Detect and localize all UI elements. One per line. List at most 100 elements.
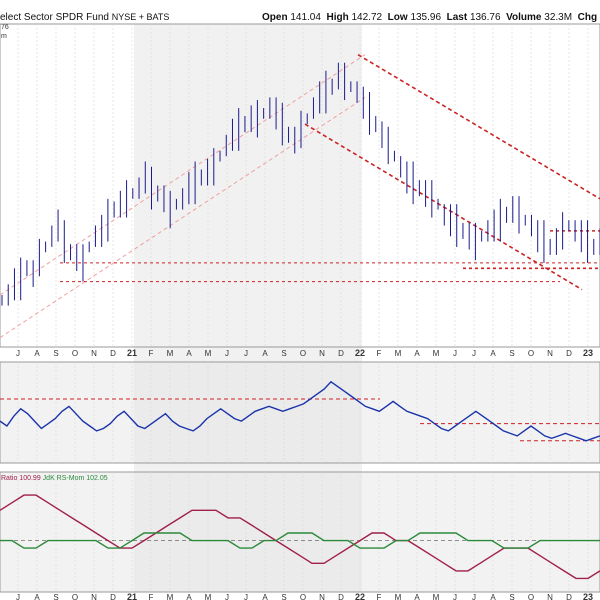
low-value: 135.96: [410, 12, 442, 23]
x-tick-label-bottom-18: 22: [355, 592, 365, 600]
quote-stats: Open 141.04 High 142.72 Low 135.96 Last …: [262, 12, 597, 23]
rs-legend: Ratio 100.99 JdK RS-Mom 102.05: [1, 475, 108, 482]
exchange-label: NYSE + BATS: [111, 12, 170, 22]
x-tick-label-29: D: [566, 349, 572, 358]
x-tick-label-bottom-11: J: [225, 593, 229, 600]
x-tick-label-24: J: [472, 349, 476, 358]
last-value: 136.76: [469, 12, 501, 23]
x-tick-label-bottom-10: M: [205, 593, 212, 600]
x-tick-label-6: 21: [127, 348, 137, 358]
x-tick-label-2: S: [53, 349, 58, 358]
x-tick-label-1: A: [34, 349, 40, 358]
mom-series-1: [0, 532, 600, 549]
x-tick-label-bottom-5: D: [110, 593, 116, 600]
header-row2: 76: [1, 24, 9, 31]
x-tick-label-bottom-23: J: [453, 593, 457, 600]
x-tick-label-22: M: [433, 349, 440, 358]
x-tick-label-11: J: [225, 349, 229, 358]
volume-label: Volume: [506, 12, 542, 23]
x-tick-label-bottom-15: O: [300, 593, 306, 600]
x-tick-label-3: O: [72, 349, 78, 358]
price-panel: [0, 53, 600, 339]
rs-line: [0, 380, 600, 442]
up-channel-upper: [0, 54, 366, 296]
down-channel-lower: [304, 123, 583, 291]
x-tick-label-bottom-22: M: [433, 593, 440, 600]
chart-grid: [17, 24, 589, 592]
rs-panel-border: [0, 361, 600, 464]
year-band-2021: [134, 24, 362, 592]
x-tick-label-bottom-21: A: [414, 593, 420, 600]
x-tick-label-13: A: [262, 349, 268, 358]
price-panel-border: [0, 23, 600, 348]
x-tick-label-bottom-0: J: [16, 593, 20, 600]
x-tick-label-bottom-12: J: [244, 593, 248, 600]
x-tick-label-27: O: [528, 349, 534, 358]
down-channel-upper: [357, 53, 600, 200]
x-tick-label-17: D: [338, 349, 344, 358]
x-tick-label-bottom-30: 23: [583, 592, 593, 600]
x-tick-label-28: N: [547, 349, 553, 358]
x-tick-label-bottom-13: A: [262, 593, 268, 600]
open-value: 141.04: [290, 12, 321, 23]
x-tick-label-19: F: [377, 349, 382, 358]
mom-series-0: [0, 494, 600, 580]
header-row3: m: [1, 33, 7, 40]
x-tick-label-8: M: [167, 349, 174, 358]
x-tick-label-23: J: [453, 349, 457, 358]
last-label: Last: [446, 12, 468, 23]
mom-value: 102.05: [86, 475, 108, 482]
x-tick-label-bottom-6: 21: [127, 592, 137, 600]
x-tick-label-14: S: [281, 349, 286, 358]
mom-label: JdK RS-Mom: [42, 475, 85, 482]
x-tick-label-9: A: [186, 349, 192, 358]
fund-name: elect Sector SPDR Fund: [0, 12, 109, 23]
x-tick-label-10: M: [205, 349, 212, 358]
x-tick-label-bottom-3: O: [72, 593, 78, 600]
x-tick-label-16: N: [319, 349, 325, 358]
x-tick-label-bottom-25: A: [490, 593, 496, 600]
x-tick-label-bottom-24: J: [472, 593, 476, 600]
x-tick-label-21: A: [414, 349, 420, 358]
x-tick-label-20: M: [395, 349, 402, 358]
x-tick-label-26: S: [509, 349, 514, 358]
x-tick-label-bottom-20: M: [395, 593, 402, 600]
x-tick-label-4: N: [91, 349, 97, 358]
x-tick-label-7: F: [149, 349, 154, 358]
ratio-value: 100.99: [19, 475, 41, 482]
x-tick-label-5: D: [110, 349, 116, 358]
x-tick-label-30: 23: [583, 348, 593, 358]
rs-momentum-panel: [0, 494, 600, 580]
x-tick-label-bottom-26: S: [509, 593, 514, 600]
x-tick-label-bottom-8: M: [167, 593, 174, 600]
x-tick-label-bottom-9: A: [186, 593, 192, 600]
x-tick-label-12: J: [244, 349, 248, 358]
x-tick-label-bottom-4: N: [91, 593, 97, 600]
up-channel-lower: [0, 96, 366, 339]
chart-backgrounds: [0, 23, 600, 593]
x-tick-label-bottom-17: D: [338, 593, 344, 600]
x-tick-label-bottom-27: O: [528, 593, 534, 600]
rs-panel: [0, 380, 600, 442]
x-tick-label-bottom-19: F: [377, 593, 382, 600]
high-label: High: [326, 12, 349, 23]
chg-label: Chg: [577, 12, 598, 23]
mom-panel-border: [0, 471, 600, 593]
x-tick-label-bottom-16: N: [319, 593, 325, 600]
x-tick-label-bottom-29: D: [566, 593, 572, 600]
x-axis-labels: J J A A S S O O N N D D 21 21 F F M M A A M M J J J J A A S S O O N N D D 22…: [16, 348, 593, 600]
x-tick-label-bottom-2: S: [53, 593, 58, 600]
x-tick-label-bottom-1: A: [34, 593, 40, 600]
ticker-title: elect Sector SPDR Fund NYSE + BATS: [0, 12, 169, 23]
x-tick-label-bottom-14: S: [281, 593, 286, 600]
low-label: Low: [387, 12, 408, 23]
x-tick-label-15: O: [300, 349, 306, 358]
open-label: Open: [262, 12, 288, 23]
volume-value: 32.3M: [544, 12, 573, 23]
x-tick-label-bottom-7: F: [149, 593, 154, 600]
x-tick-label-bottom-28: N: [547, 593, 553, 600]
x-tick-label-18: 22: [355, 348, 365, 358]
x-tick-label-0: J: [16, 349, 20, 358]
ratio-label: Ratio: [1, 475, 18, 482]
